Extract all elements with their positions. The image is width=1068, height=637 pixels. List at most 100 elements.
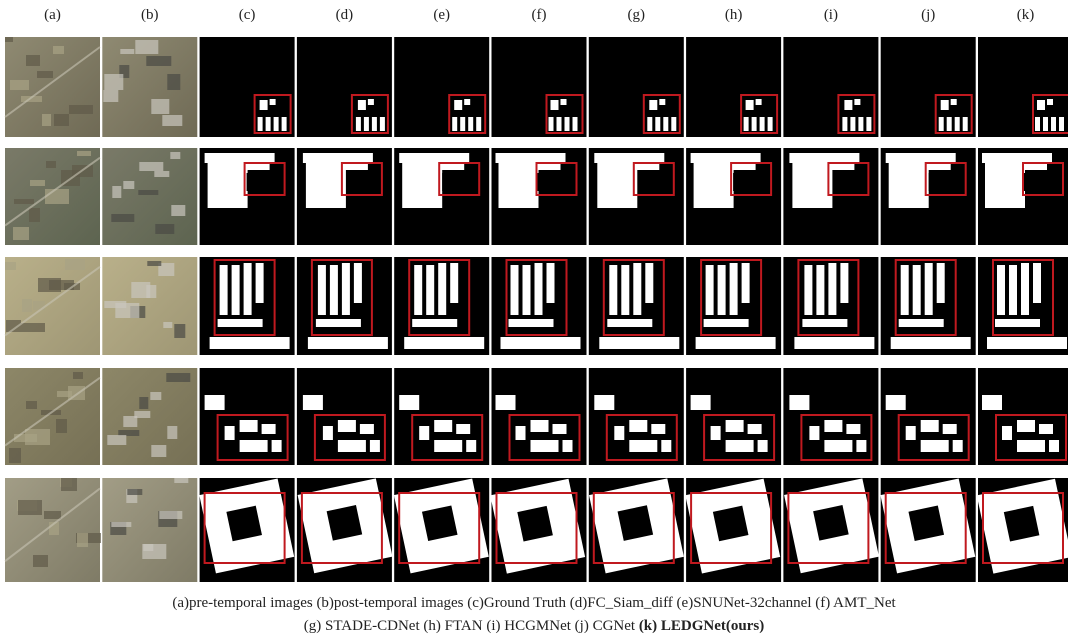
image-texture xyxy=(5,37,13,42)
image-cell xyxy=(783,257,878,355)
unchanged-region xyxy=(327,505,363,541)
change-region xyxy=(951,99,957,105)
image-cell xyxy=(200,37,295,137)
image-cell xyxy=(394,368,489,465)
change-region xyxy=(368,99,374,105)
change-region xyxy=(921,440,949,452)
change-region xyxy=(266,117,271,131)
column-headers: (a)(b)(c)(d)(e)(f)(g)(h)(i)(j)(k) xyxy=(44,7,1034,23)
change-region xyxy=(649,100,657,110)
image-cell xyxy=(978,257,1068,355)
page: {"figure": { "column_labels": ["(a)", "(… xyxy=(0,0,1068,637)
change-region xyxy=(691,395,711,410)
unchanged-region xyxy=(442,173,460,191)
change-region xyxy=(647,117,652,131)
change-region xyxy=(511,265,519,315)
change-region xyxy=(718,265,726,315)
image-texture xyxy=(147,261,161,266)
column-label: (e) xyxy=(433,7,450,23)
image-texture xyxy=(73,372,83,379)
image-texture xyxy=(45,189,69,204)
column-label: (c) xyxy=(239,7,256,23)
image-cell xyxy=(783,368,878,465)
image-cell xyxy=(5,37,100,137)
change-region xyxy=(1021,263,1029,315)
image-texture xyxy=(154,171,169,177)
image-texture xyxy=(167,74,180,90)
unchanged-region xyxy=(618,505,654,541)
image-texture xyxy=(131,282,150,298)
change-region xyxy=(454,100,462,110)
change-map xyxy=(589,37,684,137)
image-texture xyxy=(171,205,185,216)
change-region xyxy=(891,337,971,349)
image-cell xyxy=(589,257,684,355)
image-cell xyxy=(102,148,197,245)
image-texture xyxy=(37,71,53,78)
image-texture xyxy=(65,259,85,270)
change-region xyxy=(995,319,1040,327)
image-cell xyxy=(589,368,684,465)
change-region xyxy=(438,263,446,315)
change-region xyxy=(1049,440,1059,452)
image-texture xyxy=(42,114,51,126)
image-texture xyxy=(46,161,56,168)
change-region xyxy=(609,265,617,315)
change-region xyxy=(260,100,268,110)
change-region xyxy=(899,319,944,327)
change-region xyxy=(886,395,906,410)
change-region xyxy=(358,100,366,110)
image-texture xyxy=(9,448,21,463)
image-cell xyxy=(200,148,295,245)
change-map xyxy=(492,37,587,137)
change-region xyxy=(921,420,939,432)
change-region xyxy=(452,117,457,131)
change-region xyxy=(404,337,484,349)
image-texture xyxy=(14,199,34,204)
unchanged-region xyxy=(813,505,849,541)
image-cell xyxy=(394,148,489,245)
image-texture xyxy=(69,105,93,114)
change-region xyxy=(824,440,852,452)
unchanged-region xyxy=(713,506,749,542)
change-region xyxy=(476,117,481,131)
change-region xyxy=(824,420,842,432)
image-texture xyxy=(56,419,67,433)
image-texture xyxy=(167,426,177,439)
change-region xyxy=(274,117,279,131)
change-region xyxy=(523,265,531,315)
change-region xyxy=(760,117,765,131)
change-region xyxy=(240,420,258,432)
change-region xyxy=(380,117,385,131)
image-texture xyxy=(159,511,182,519)
image-texture xyxy=(29,208,40,222)
column-label: (b) xyxy=(141,7,159,23)
image-texture xyxy=(138,190,158,195)
change-region xyxy=(614,426,624,440)
change-region xyxy=(256,263,264,303)
change-region xyxy=(412,319,457,327)
change-region xyxy=(1059,117,1064,131)
change-map xyxy=(297,37,392,137)
image-texture xyxy=(77,151,91,156)
change-region xyxy=(696,337,776,349)
image-cell xyxy=(102,368,197,465)
change-region xyxy=(997,265,1005,315)
change-region xyxy=(466,440,476,452)
image-texture xyxy=(14,434,37,442)
image-cell xyxy=(199,478,294,582)
image-texture xyxy=(77,533,88,547)
image-cell xyxy=(5,478,101,582)
change-region xyxy=(338,420,356,432)
change-region xyxy=(941,100,949,110)
change-region xyxy=(531,420,549,432)
change-region xyxy=(1043,117,1048,131)
change-region xyxy=(262,424,276,434)
change-region xyxy=(419,426,429,440)
change-region xyxy=(308,337,388,349)
change-region xyxy=(794,337,874,349)
image-texture xyxy=(127,489,142,495)
change-region xyxy=(1037,100,1045,110)
image-texture xyxy=(18,500,42,515)
unchanged-region xyxy=(538,173,556,191)
